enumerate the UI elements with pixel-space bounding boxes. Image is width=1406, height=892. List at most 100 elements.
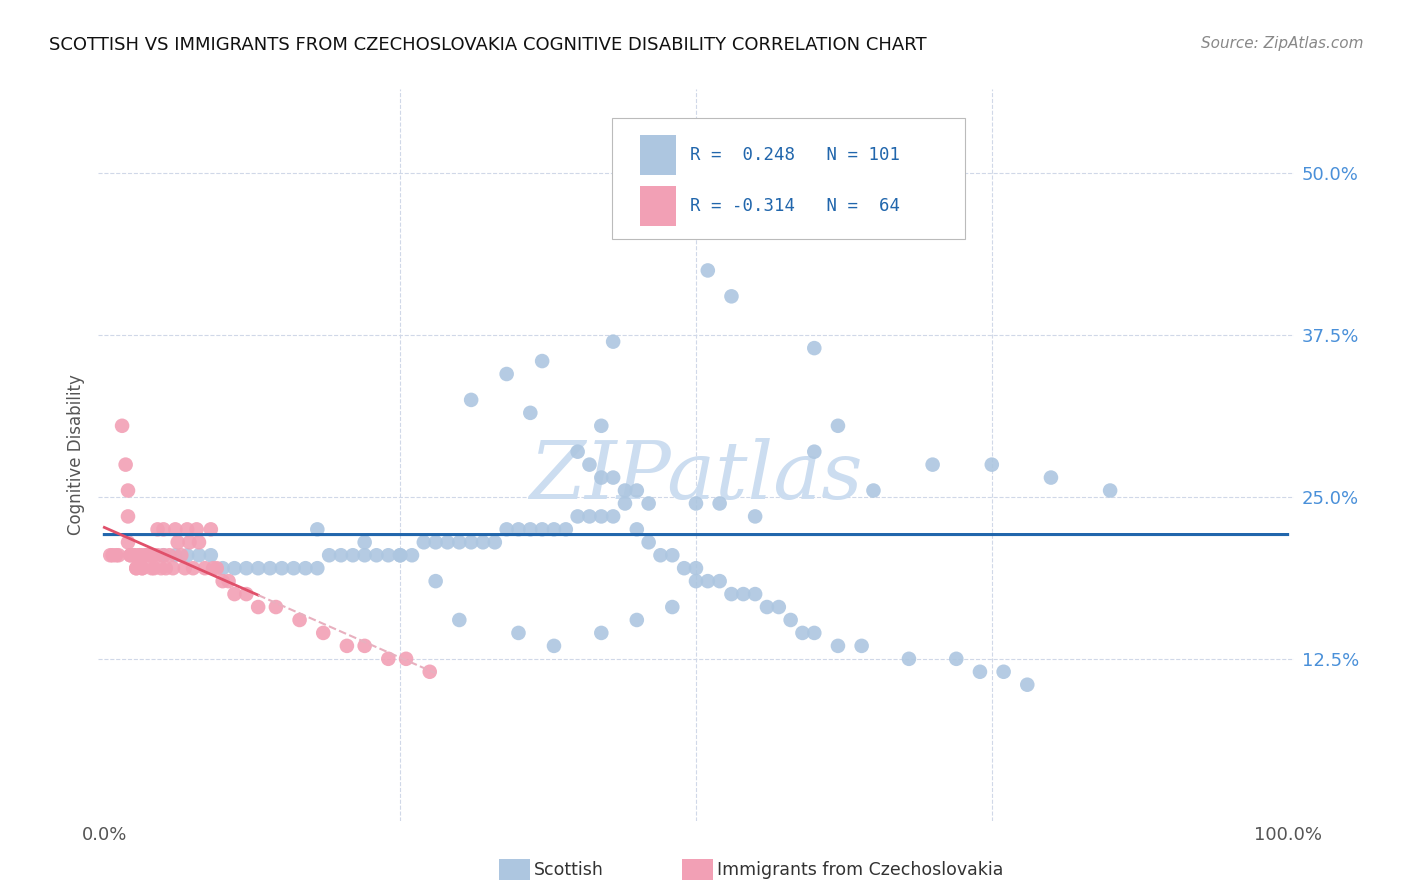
Point [389, 548, 412, 562]
Point [460, 392, 482, 407]
Point [200, 548, 222, 562]
Point [131, 561, 153, 575]
Point [259, 561, 281, 575]
Point [626, 522, 648, 536]
Point [150, 561, 173, 575]
Point [614, 496, 637, 510]
Point [135, 548, 157, 562]
Point [353, 535, 375, 549]
Point [768, 600, 790, 615]
Point [578, 509, 600, 524]
Point [107, 548, 129, 562]
Point [165, 522, 187, 536]
Point [179, 535, 201, 549]
Point [696, 574, 718, 589]
Point [152, 548, 174, 562]
Text: Immigrants from Czechoslovakia: Immigrants from Czechoslovakia [717, 861, 1004, 879]
Point [472, 535, 495, 549]
Point [128, 548, 150, 562]
Point [591, 509, 613, 524]
Point [578, 458, 600, 472]
Point [152, 522, 174, 536]
Point [146, 522, 169, 536]
Point [755, 600, 778, 615]
Point [425, 574, 447, 589]
Point [157, 548, 180, 562]
Text: ZIPatlas: ZIPatlas [529, 438, 863, 516]
Point [637, 496, 659, 510]
Point [602, 509, 624, 524]
Text: R =  0.248   N = 101: R = 0.248 N = 101 [690, 146, 900, 164]
Point [519, 522, 541, 536]
Point [449, 535, 471, 549]
Point [307, 561, 329, 575]
Point [567, 509, 589, 524]
Point [591, 626, 613, 640]
Point [194, 561, 217, 575]
Point [247, 600, 270, 615]
Point [460, 535, 482, 549]
Point [117, 509, 139, 524]
Point [114, 458, 136, 472]
Point [165, 548, 187, 562]
Point [131, 561, 153, 575]
Y-axis label: Cognitive Disability: Cognitive Disability [66, 375, 84, 535]
Point [1039, 470, 1062, 484]
Point [401, 548, 423, 562]
Point [122, 548, 145, 562]
Point [709, 496, 731, 510]
Point [224, 587, 246, 601]
Point [264, 600, 287, 615]
Point [125, 561, 148, 575]
Point [508, 522, 530, 536]
Point [342, 548, 364, 562]
Point [531, 522, 554, 536]
Point [661, 548, 683, 562]
Point [862, 483, 884, 498]
Point [626, 613, 648, 627]
Point [554, 522, 576, 536]
Point [312, 626, 335, 640]
Text: SCOTTISH VS IMMIGRANTS FROM CZECHOSLOVAKIA COGNITIVE DISABILITY CORRELATION CHAR: SCOTTISH VS IMMIGRANTS FROM CZECHOSLOVAK… [49, 36, 927, 54]
Point [1017, 678, 1039, 692]
Point [508, 626, 530, 640]
Point [602, 334, 624, 349]
Point [412, 535, 434, 549]
Point [1099, 483, 1122, 498]
Point [792, 626, 814, 640]
Point [138, 548, 160, 562]
Point [122, 548, 145, 562]
Point [591, 418, 613, 433]
Point [176, 548, 198, 562]
Point [827, 418, 849, 433]
Point [377, 548, 399, 562]
Point [626, 483, 648, 498]
Point [125, 561, 148, 575]
FancyBboxPatch shape [613, 119, 965, 239]
Point [720, 289, 742, 303]
Point [211, 561, 233, 575]
Point [143, 548, 166, 562]
Point [614, 483, 637, 498]
Point [283, 561, 305, 575]
Point [567, 444, 589, 458]
Bar [640, 186, 676, 227]
Point [330, 548, 353, 562]
Point [98, 548, 121, 562]
Point [141, 548, 163, 562]
Point [336, 639, 359, 653]
Point [200, 522, 222, 536]
Point [353, 639, 375, 653]
Point [122, 548, 145, 562]
Point [897, 652, 920, 666]
Point [637, 535, 659, 549]
Point [685, 574, 707, 589]
Point [224, 561, 246, 575]
Point [202, 561, 225, 575]
Point [614, 186, 637, 200]
Point [685, 496, 707, 510]
Point [519, 406, 541, 420]
Text: Source: ZipAtlas.com: Source: ZipAtlas.com [1201, 36, 1364, 51]
Point [395, 652, 418, 666]
Point [495, 522, 517, 536]
